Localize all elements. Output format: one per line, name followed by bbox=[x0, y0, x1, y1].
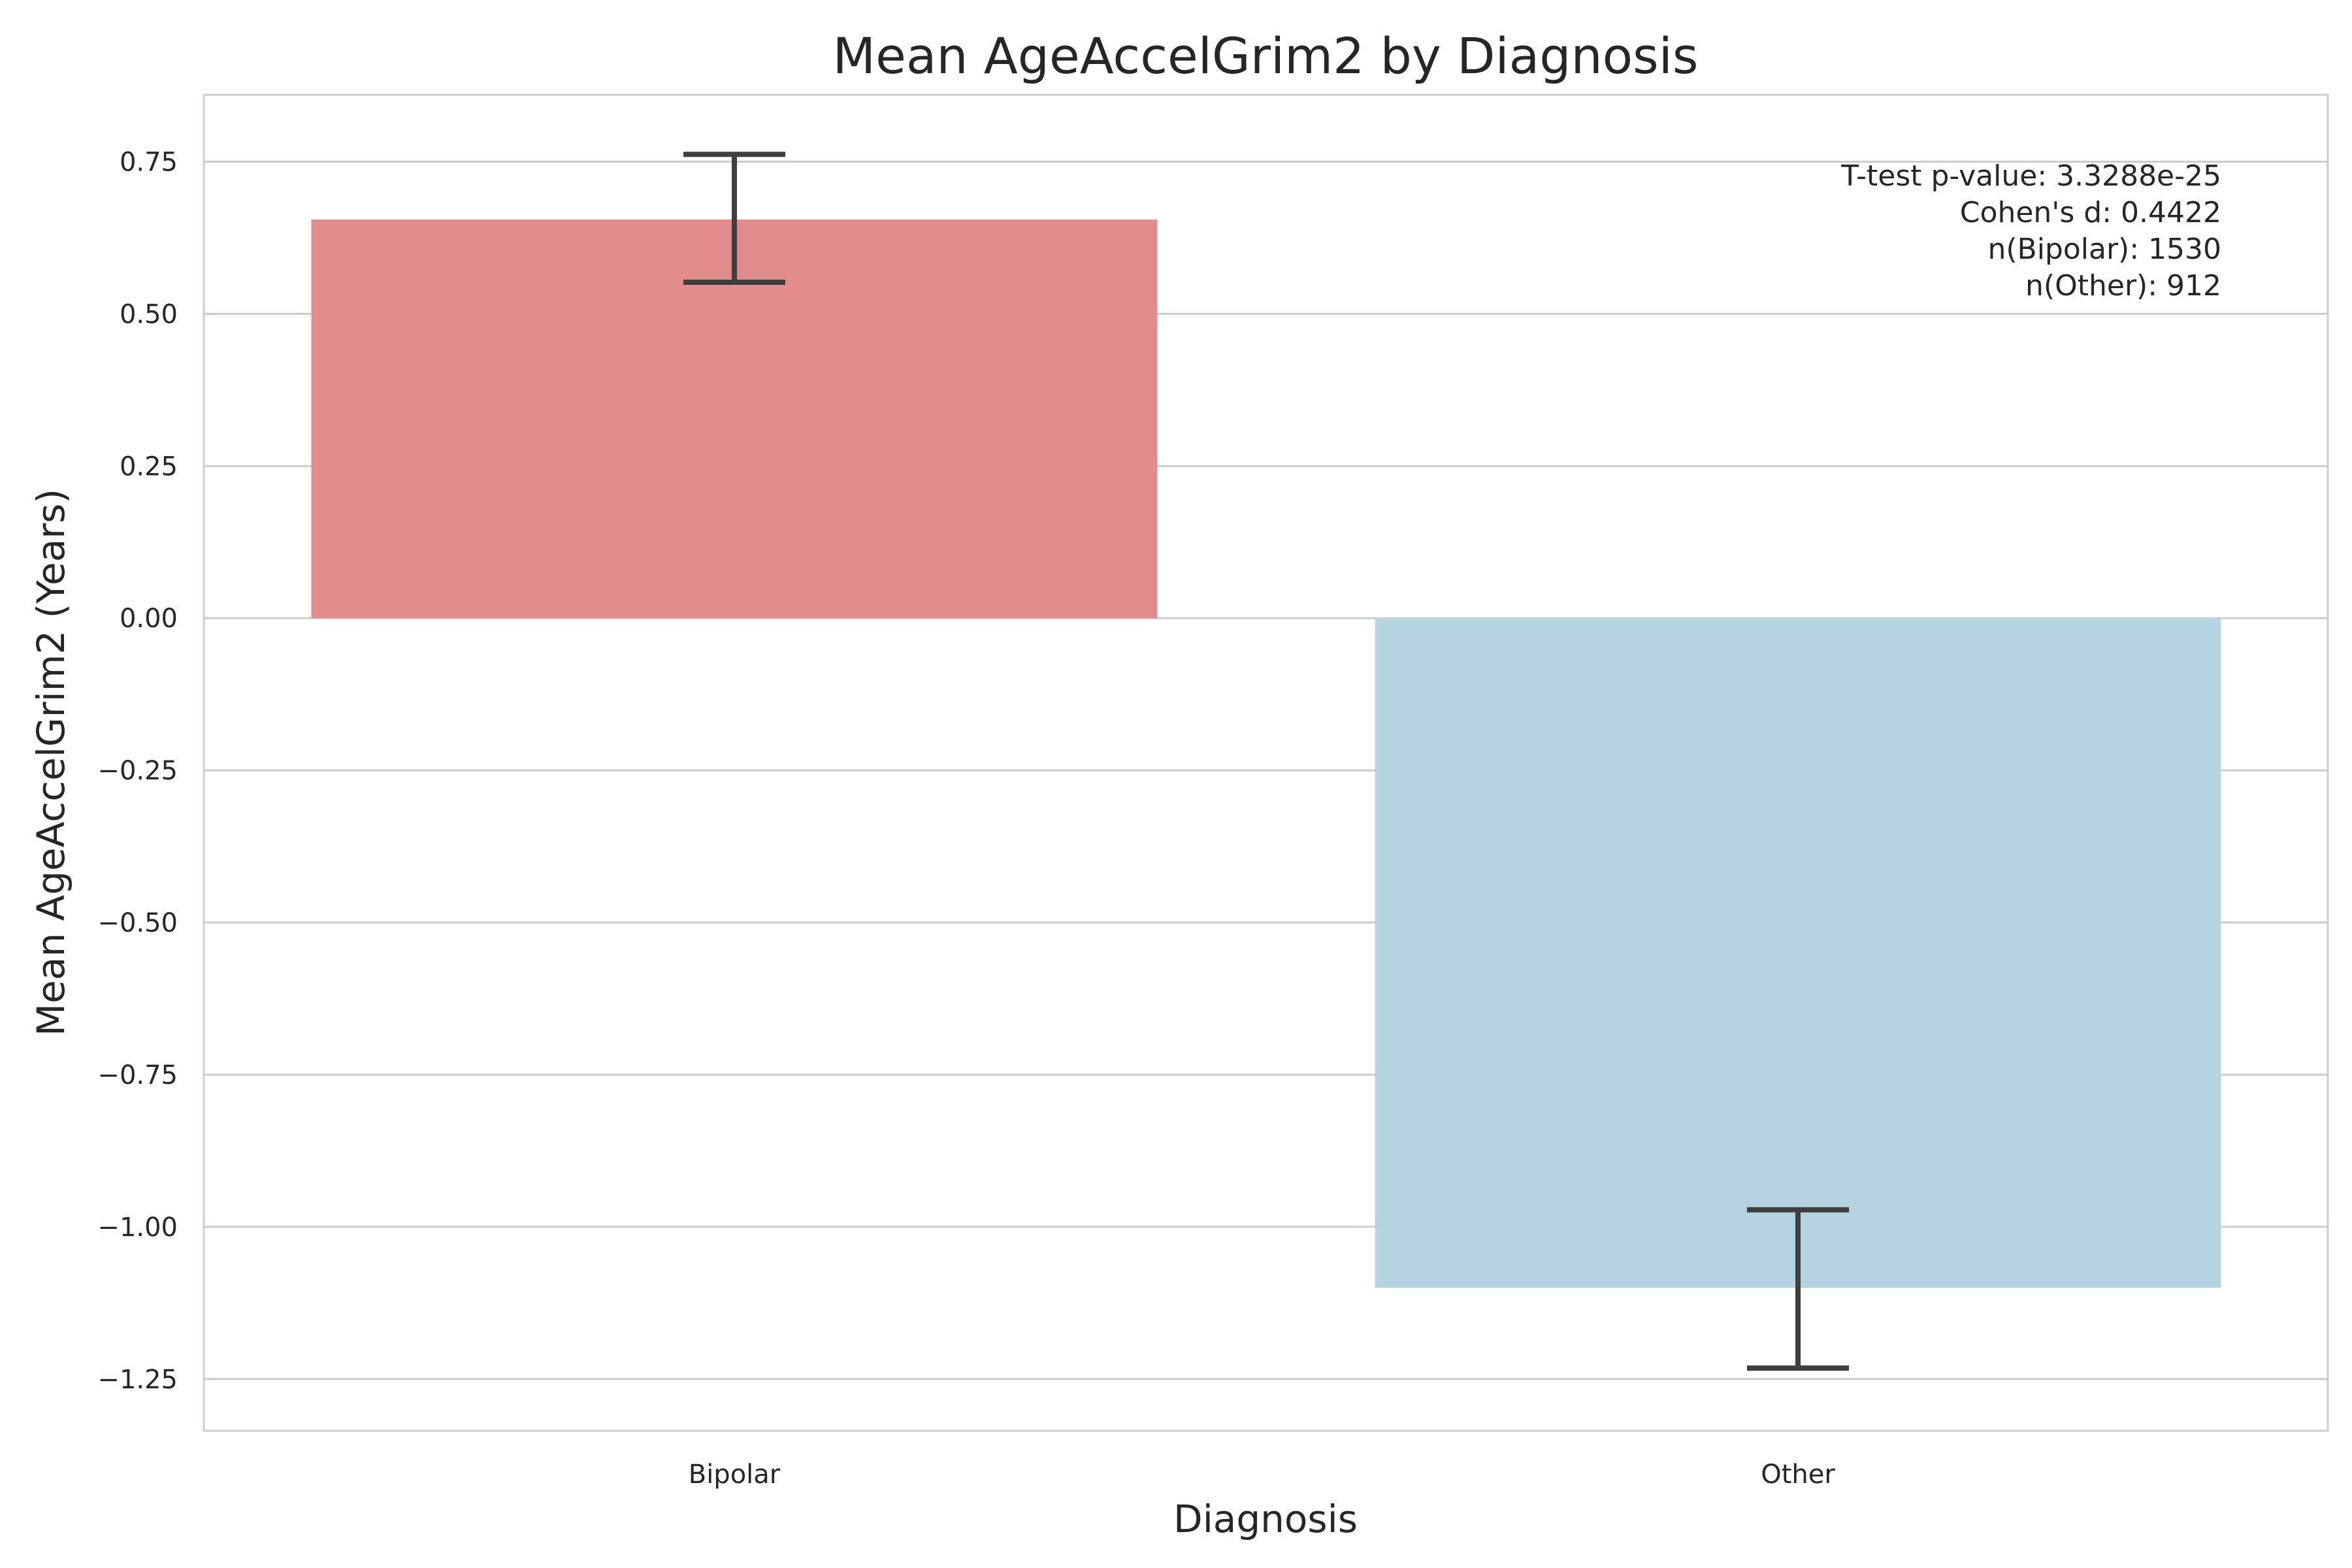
y-tick-label: −1.25 bbox=[97, 1365, 178, 1395]
stats-annotation: T-test p-value: 3.3288e-25 Cohen's d: 0.… bbox=[1840, 159, 2221, 302]
x-tick-labels: Bipolar Other bbox=[689, 1460, 1836, 1490]
chart-title: Mean AgeAccelGrim2 by Diagnosis bbox=[833, 27, 1699, 85]
error-bar-bipolar bbox=[683, 152, 785, 285]
y-tick-label: 0.25 bbox=[120, 451, 178, 482]
stat-cohens-d: Cohen's d: 0.4422 bbox=[1960, 196, 2221, 229]
stat-n-other: n(Other): 912 bbox=[2025, 269, 2221, 302]
bar-bipolar bbox=[311, 219, 1158, 619]
y-tick-label: 0.50 bbox=[120, 299, 178, 329]
y-axis-title: Mean AgeAccelGrim2 (Years) bbox=[29, 489, 73, 1036]
stat-n-bipolar: n(Bipolar): 1530 bbox=[1987, 233, 2221, 266]
y-tick-label: 0.75 bbox=[120, 147, 178, 177]
y-tick-label: −0.50 bbox=[97, 908, 178, 938]
stat-p-value: T-test p-value: 3.3288e-25 bbox=[1840, 159, 2221, 193]
error-bars bbox=[683, 152, 1849, 1371]
y-tick-label: −0.25 bbox=[97, 756, 178, 786]
x-tick-label-bipolar: Bipolar bbox=[689, 1460, 781, 1490]
error-bar-other bbox=[1747, 1207, 1849, 1371]
plot-border bbox=[203, 93, 2329, 1432]
x-axis-title: Diagnosis bbox=[1173, 1497, 1358, 1541]
x-tick-label-other: Other bbox=[1761, 1460, 1835, 1490]
y-tick-label: 0.00 bbox=[120, 604, 178, 634]
y-tick-label: −0.75 bbox=[97, 1060, 178, 1090]
y-tick-label: −1.00 bbox=[97, 1213, 178, 1243]
bar-other bbox=[1375, 618, 2221, 1288]
bars bbox=[311, 219, 2221, 1288]
y-tick-labels: 0.75 0.50 0.25 0.00 −0.25 −0.50 −0.75 −1.00 −1.2… bbox=[97, 147, 178, 1394]
